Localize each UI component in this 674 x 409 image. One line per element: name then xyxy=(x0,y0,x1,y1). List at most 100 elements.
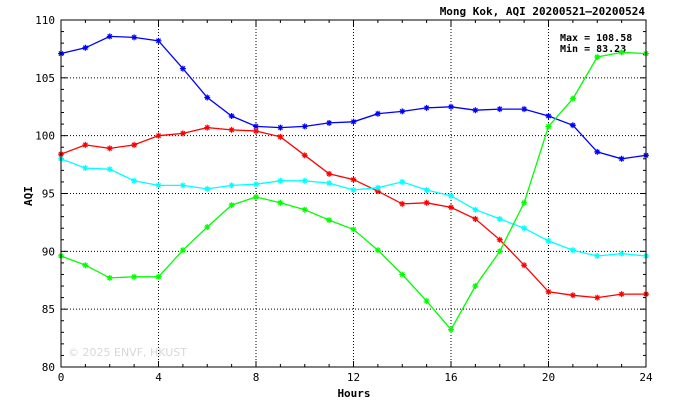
series-3-point xyxy=(569,247,576,254)
y-tick-label: 90 xyxy=(42,245,55,258)
series-1-point xyxy=(448,103,454,110)
series-1-point xyxy=(350,118,357,125)
series-4-point xyxy=(448,326,454,333)
series-2-point xyxy=(423,199,430,206)
x-tick-label: 0 xyxy=(58,371,65,384)
series-3-point xyxy=(545,237,552,244)
series-3-point xyxy=(326,180,333,187)
series-1-point xyxy=(399,108,406,115)
series-2-point xyxy=(179,130,186,137)
series-2-point xyxy=(472,215,479,222)
series-3-point xyxy=(594,252,601,259)
series-3-point xyxy=(399,178,406,185)
series-3-point xyxy=(618,250,625,257)
series-1-point xyxy=(569,122,576,129)
series-4-point xyxy=(253,193,259,200)
x-axis-label: Hours xyxy=(337,387,370,400)
y-tick-label: 100 xyxy=(35,130,55,143)
stat-min: Min = 83.23 xyxy=(560,43,626,55)
series-1-point xyxy=(496,106,503,113)
x-tick-label: 4 xyxy=(155,371,162,384)
series-2-point xyxy=(277,133,284,140)
series-4-point xyxy=(521,199,528,206)
series-4-point xyxy=(82,262,89,269)
series-3-point xyxy=(82,165,89,172)
series-2-point xyxy=(82,141,89,148)
series-4-point xyxy=(545,123,552,130)
series-2-point xyxy=(618,291,625,298)
series-3-point xyxy=(131,177,138,184)
series-3-point xyxy=(106,166,113,173)
series-3-point xyxy=(301,177,308,184)
series-4-point xyxy=(569,95,576,102)
series-1-point xyxy=(472,107,479,114)
x-tick-label: 16 xyxy=(444,371,457,384)
series-4-point xyxy=(618,49,625,56)
series-3-point xyxy=(374,184,381,191)
series-1-point xyxy=(521,106,528,113)
series-1-point xyxy=(106,33,113,40)
series-3-point xyxy=(521,225,528,232)
series-3-point xyxy=(496,215,503,222)
series-4-point xyxy=(106,274,113,281)
series-3-point xyxy=(423,187,430,194)
y-axis-label: AQI xyxy=(22,186,35,206)
series-1-point xyxy=(423,104,430,111)
series-2-point xyxy=(496,236,503,243)
series-1-point xyxy=(179,65,186,72)
series-4-point xyxy=(204,224,211,231)
series-4-point xyxy=(277,199,284,206)
series-2-point xyxy=(301,152,308,159)
series-3-point xyxy=(228,182,235,189)
series-3-point xyxy=(179,182,186,189)
series-1-point xyxy=(545,113,552,120)
series-1-point xyxy=(618,155,625,162)
x-tick-label: 12 xyxy=(347,371,360,384)
series-4-point xyxy=(326,217,333,224)
series-1-point xyxy=(277,124,284,131)
series-1-point xyxy=(155,37,162,44)
series-2-point xyxy=(131,141,138,148)
series-3-point xyxy=(448,192,454,199)
series-2-point xyxy=(253,128,259,135)
series-2-point xyxy=(374,188,381,195)
series-4-point xyxy=(423,298,430,305)
series-2-point xyxy=(326,170,333,177)
series-2-point xyxy=(521,262,528,269)
series-1-point xyxy=(594,148,601,155)
series-2-point xyxy=(155,132,162,139)
x-tick-label: 24 xyxy=(639,371,653,384)
series-2-point xyxy=(594,294,601,301)
series-4-point xyxy=(301,206,308,213)
series-2-point xyxy=(106,145,113,152)
series-3-point xyxy=(155,182,162,189)
chart-title: Mong Kok, AQI 20200521–20200524 xyxy=(440,5,646,18)
series-2-point xyxy=(204,124,211,131)
series-1-point xyxy=(131,34,138,41)
series-4-point xyxy=(496,248,503,255)
series-3-point xyxy=(472,206,479,213)
series-1-point xyxy=(326,119,333,126)
series-1-point xyxy=(82,44,89,51)
series-1-point xyxy=(204,94,211,101)
x-tick-label: 20 xyxy=(542,371,555,384)
series-2-point xyxy=(545,288,552,295)
series-1-point xyxy=(253,123,259,130)
series-4-point xyxy=(155,273,162,280)
series-3-point xyxy=(350,187,357,194)
stat-max: Max = 108.58 xyxy=(560,33,632,44)
watermark: © 2025 ENVF, HKUST xyxy=(68,346,187,359)
y-tick-label: 85 xyxy=(42,303,55,316)
plot-frame xyxy=(60,19,647,368)
series-3-point xyxy=(253,181,259,188)
y-tick-label: 95 xyxy=(42,188,55,201)
series-2-point xyxy=(399,200,406,207)
series-2-point xyxy=(228,126,235,133)
series-4-point xyxy=(179,247,186,254)
series-4-point xyxy=(131,273,138,280)
x-tick-label: 8 xyxy=(253,371,260,384)
series-3-point xyxy=(204,185,211,192)
series-2-point xyxy=(569,292,576,299)
series-4-point xyxy=(228,202,235,209)
